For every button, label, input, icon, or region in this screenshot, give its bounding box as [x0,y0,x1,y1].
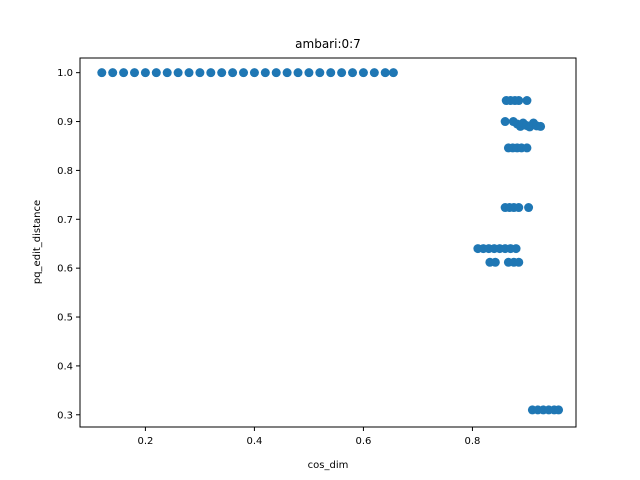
data-point [195,68,205,78]
data-point [108,68,118,78]
data-point [173,68,183,78]
y-tick-label: 0.8 [57,166,73,177]
data-point [140,68,150,78]
y-tick-label: 0.3 [57,410,73,421]
data-point [282,68,292,78]
data-point [514,203,524,213]
data-point [522,143,532,153]
data-point [369,68,379,78]
y-axis-label: pq_edit_distance [32,200,43,284]
x-axis: 0.2 0.4 0.6 0.8 [137,427,480,447]
y-tick-label: 0.5 [57,313,73,324]
y-tick-label: 0.9 [57,117,73,128]
data-point [184,68,194,78]
data-point [130,68,140,78]
data-point [271,68,281,78]
data-point [315,68,325,78]
data-point [162,68,172,78]
points-layer [97,68,564,415]
data-point [524,203,534,213]
plot-frame [79,57,577,428]
data-point [228,68,238,78]
data-point [293,68,303,78]
data-point [554,405,564,415]
y-axis: 0.3 0.4 0.5 0.6 0.7 0.8 0.9 1.0 [57,68,80,421]
data-point [522,96,532,106]
data-point [348,68,358,78]
data-point [239,68,249,78]
y-tick-label: 0.4 [57,361,73,372]
data-point [358,68,368,78]
data-point [514,257,524,267]
data-point [380,68,390,78]
x-tick-label: 0.8 [464,436,480,447]
data-point [388,68,398,78]
data-point [119,68,129,78]
data-point [304,68,314,78]
data-point [260,68,270,78]
data-point [514,96,524,106]
data-point [326,68,336,78]
data-point [151,68,161,78]
data-point [511,244,521,254]
x-tick-label: 0.4 [246,436,262,447]
data-point [536,121,546,131]
data-point [490,257,500,267]
y-tick-label: 1.0 [57,68,73,79]
chart-title: ambari:0:7 [295,37,361,51]
data-point [206,68,216,78]
data-point [337,68,347,78]
data-point [500,117,510,127]
data-point [249,68,259,78]
x-tick-label: 0.2 [137,436,153,447]
x-axis-label: cos_dim [308,460,349,471]
y-tick-label: 0.7 [57,215,73,226]
data-point [97,68,107,78]
x-tick-label: 0.6 [355,436,371,447]
y-tick-label: 0.6 [57,264,73,275]
data-point [217,68,227,78]
